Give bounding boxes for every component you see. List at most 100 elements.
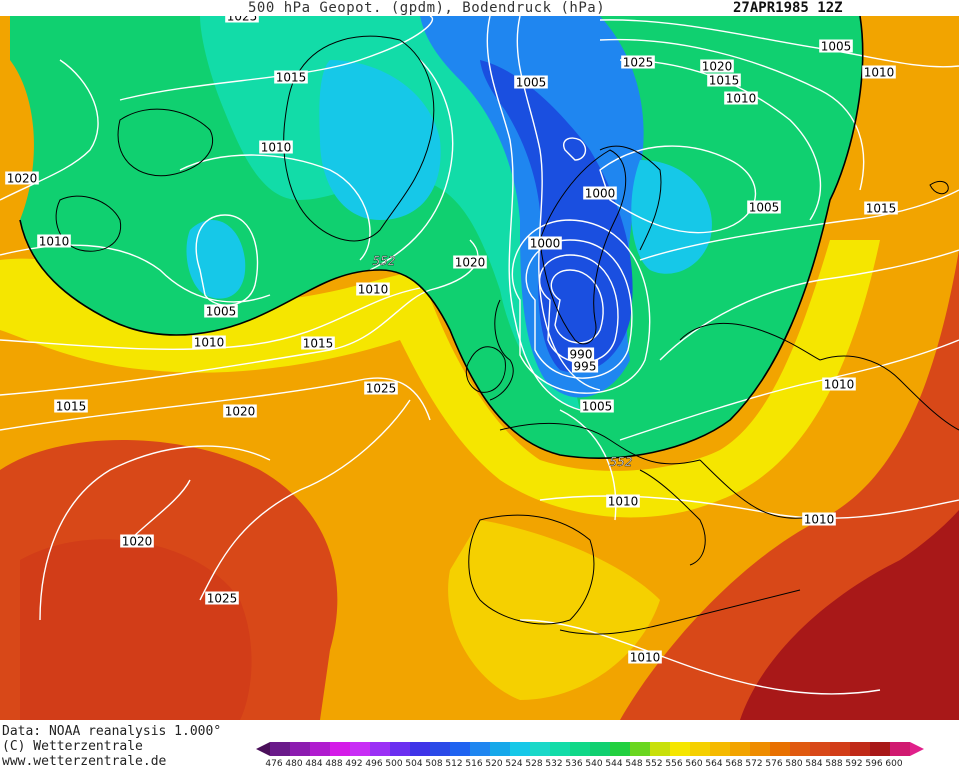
colorbar-tick-label: 580 (785, 759, 802, 769)
colorbar-tick-label: 588 (825, 759, 842, 769)
isobar-label: 1005 (821, 40, 852, 54)
colorbar-segment (310, 742, 330, 756)
isobar-label: 1015 (866, 202, 897, 216)
colorbar-segment (790, 742, 810, 756)
isobar-label-box (819, 39, 853, 53)
isobar-label-box (205, 591, 239, 605)
isobars (0, 16, 959, 695)
isobar-label: 1015 (276, 71, 307, 85)
isobar-label: 1015 (303, 337, 334, 351)
colorbar-segment (490, 742, 510, 756)
colorbar-tick-label: 564 (705, 759, 722, 769)
isobar-label: 1010 (726, 92, 757, 106)
colorbar-segment (770, 742, 790, 756)
isobar-label: 1010 (261, 141, 292, 155)
isobar-label-box (864, 201, 898, 215)
data-source-credit: Data: NOAA reanalysis 1.000° (2, 724, 222, 739)
isobar-label: 1025 (366, 382, 397, 396)
isobar-label: 1005 (516, 76, 547, 90)
colorbar-tick-label: 592 (845, 759, 862, 769)
isobar-label: 1010 (804, 513, 835, 527)
colorbar-tick-label: 492 (345, 759, 362, 769)
isobar-label: 1010 (630, 651, 661, 665)
field-darkred-southeast (740, 510, 959, 720)
isobar-label: 1010 (194, 336, 225, 350)
isobar-label: 1010 (39, 235, 70, 249)
colorbar-segment (390, 742, 410, 756)
colorbar-tick-label: 584 (805, 759, 822, 769)
field-yellow-spain (448, 520, 660, 700)
isobar-label: 1010 (608, 495, 639, 509)
isobar-label: 1010 (864, 66, 895, 80)
colorbar-segment (570, 742, 590, 756)
isobar-label: 1020 (7, 172, 38, 186)
isobar-labels: 1025101510101020101010051010101010201015… (5, 16, 898, 665)
colorbar-tick-label: 572 (745, 759, 762, 769)
colorbar-segment (810, 742, 830, 756)
isobar-label: 990 (570, 348, 593, 362)
colorbar-tick-label: 540 (585, 759, 602, 769)
isobar-label-box (571, 359, 599, 373)
isobar-label-box (259, 140, 293, 154)
isobar-label-box (580, 399, 614, 413)
isobar-label-box (5, 171, 39, 185)
field-green (10, 16, 863, 459)
isobar-label: 1020 (455, 256, 486, 270)
colorbar-tick-label: 548 (625, 759, 642, 769)
map-canvas: 1025101510101020101010051010101010201015… (0, 16, 959, 720)
colorbar-segment (830, 742, 850, 756)
colorbar-right-arrow (910, 742, 924, 756)
isobar-label: 1015 (709, 74, 740, 88)
isobar-label-box (606, 494, 640, 508)
contour-552 (19, 16, 864, 459)
isobar-label: 1005 (582, 400, 613, 414)
contour-labels: 552 552 (372, 254, 633, 469)
colorbar-tick-label: 600 (885, 759, 902, 769)
colorbar-segment (370, 742, 390, 756)
colorbar-segment (430, 742, 450, 756)
isobar-label: 1020 (122, 535, 153, 549)
colorbar-tick-label: 568 (725, 759, 742, 769)
colorbar-segment (270, 742, 290, 756)
isobar-label-box (567, 347, 595, 361)
isobar-label-box (192, 335, 226, 349)
colorbar-tick-label: 560 (685, 759, 702, 769)
colorbar-segment (690, 742, 710, 756)
contour-label-552: 552 (610, 455, 633, 469)
contour-label-552: 552 (373, 254, 396, 268)
isobar-label: 1005 (206, 305, 237, 319)
colorbar-segment (650, 742, 670, 756)
colorbar-tick-label: 484 (305, 759, 322, 769)
field-red-southwest-inner (20, 539, 252, 720)
isobar-label-box (274, 70, 308, 84)
colorbar-tick-label: 544 (605, 759, 622, 769)
colorbar-segment (530, 742, 550, 756)
isobar-label: 1025 (207, 592, 238, 606)
isobar-label: 995 (574, 360, 597, 374)
colorbar-tick-label: 500 (385, 759, 402, 769)
isobar-label-box (204, 304, 238, 318)
isobar-label-box (225, 16, 259, 23)
colorbar-segment (850, 742, 870, 756)
isobar-label: 1020 (702, 60, 733, 74)
colorbar-segment (710, 742, 730, 756)
colorbar-tick-label: 532 (545, 759, 562, 769)
isobar-label-box (724, 91, 758, 105)
isobar-label-box (747, 200, 781, 214)
colorbar-left-arrow (256, 742, 270, 756)
isobar-label: 1000 (530, 237, 561, 251)
isobar-label-box (453, 255, 487, 269)
colorbar-tick-label: 528 (525, 759, 542, 769)
isobar-label-box (356, 282, 390, 296)
colorbar-tick-label: 552 (645, 759, 662, 769)
colorbar-tick-label: 504 (405, 759, 422, 769)
colorbar-segment (870, 742, 890, 756)
isobar-label-box (120, 534, 154, 548)
colorbar-segment (610, 742, 630, 756)
colorbar-segment (590, 742, 610, 756)
colorbar-tick-label: 496 (365, 759, 382, 769)
colorbar-tick-label: 480 (285, 759, 302, 769)
colorbar-tick-label: 556 (665, 759, 682, 769)
map-title: 500 hPa Geopot. (gpdm), Bodendruck (hPa) (248, 0, 606, 16)
